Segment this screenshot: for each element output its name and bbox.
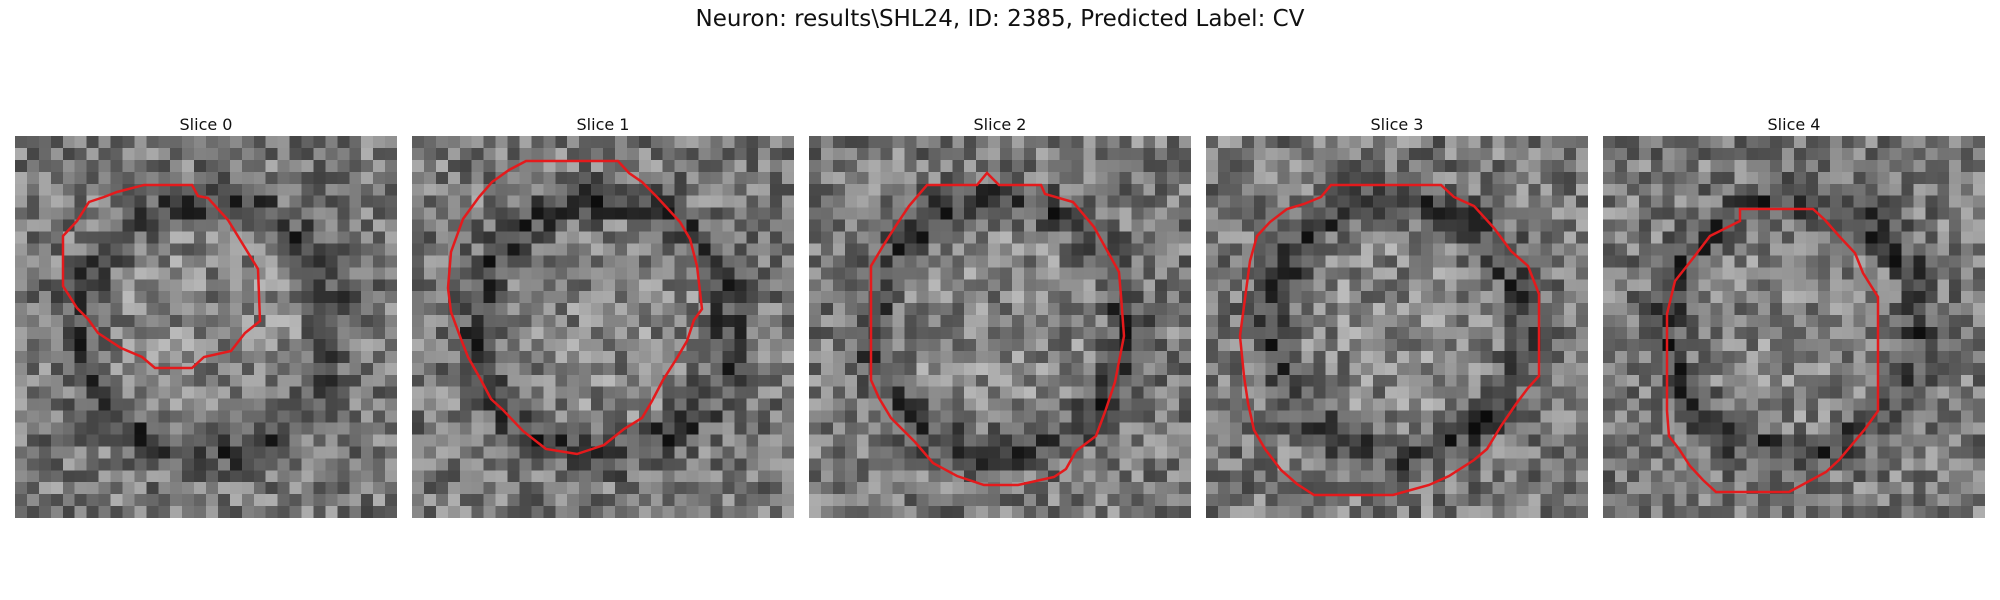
neuron-outline xyxy=(1238,183,1541,497)
grayscale-image xyxy=(15,136,397,518)
page-title: Neuron: results\SHL24, ID: 2385, Predict… xyxy=(695,6,1305,32)
outline-path xyxy=(446,159,704,456)
slice-panel-4: Slice 4 xyxy=(1603,116,1985,518)
slice-image xyxy=(15,136,397,518)
slice-title: Slice 3 xyxy=(1370,115,1424,134)
neuron-outline xyxy=(446,159,704,456)
neuron-outline xyxy=(61,183,262,370)
grayscale-image xyxy=(809,136,1191,518)
outline-path xyxy=(61,183,262,370)
outline-path xyxy=(1238,183,1541,497)
slice-panel-2: Slice 2 xyxy=(809,116,1191,518)
slice-panel-3: Slice 3 xyxy=(1206,116,1588,518)
slice-title: Slice 2 xyxy=(973,115,1027,134)
slice-panel-0: Slice 0 xyxy=(15,116,397,518)
slice-image xyxy=(809,136,1191,518)
slice-title: Slice 4 xyxy=(1767,115,1821,134)
slice-panel-1: Slice 1 xyxy=(412,116,794,518)
outline-path xyxy=(1665,207,1880,494)
outline-path xyxy=(869,171,1126,487)
neuron-outline xyxy=(869,171,1126,487)
slice-title: Slice 1 xyxy=(576,115,630,134)
slice-image xyxy=(1603,136,1985,518)
slice-image xyxy=(412,136,794,518)
slice-title: Slice 0 xyxy=(179,115,233,134)
neuron-outline xyxy=(1665,207,1880,494)
slice-image xyxy=(1206,136,1588,518)
